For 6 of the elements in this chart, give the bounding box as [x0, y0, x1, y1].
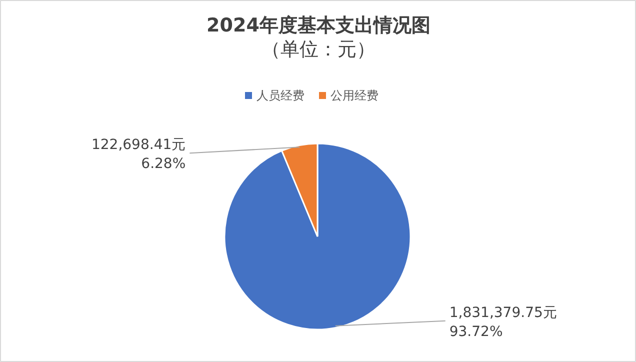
- legend-label: 人员经费: [256, 88, 304, 102]
- chart-subtitle: （单位：元）: [262, 38, 376, 60]
- data-label: 1,831,379.75元 93.72%: [449, 304, 557, 340]
- data-label: 122,698.41元 6.28%: [91, 137, 186, 172]
- legend-label: 公用经费: [330, 88, 378, 102]
- chart-title: 2024年度基本支出情况图: [206, 14, 430, 36]
